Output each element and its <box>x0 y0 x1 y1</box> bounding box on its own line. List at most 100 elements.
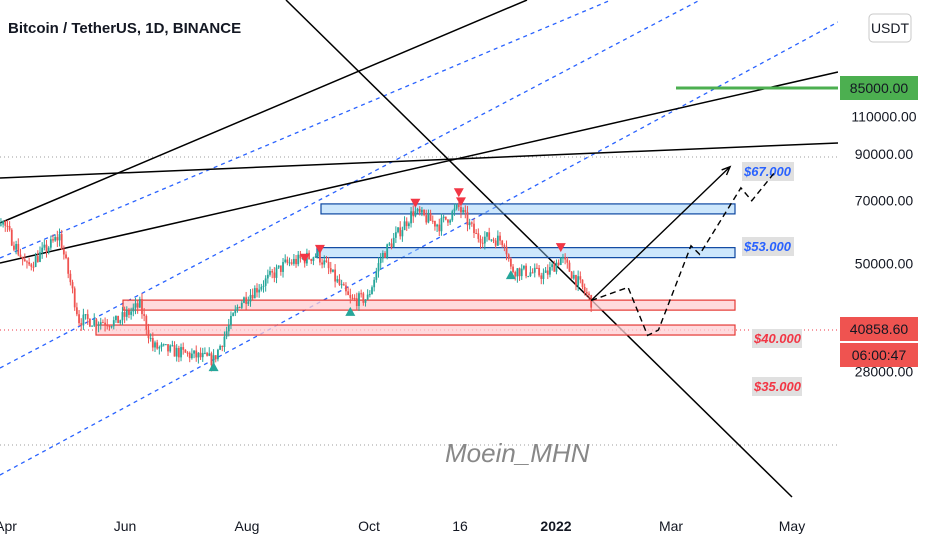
price-label: 06:00:47 <box>852 347 907 363</box>
zone-box <box>122 299 736 311</box>
candle <box>47 246 50 255</box>
zone-box <box>316 247 736 259</box>
zone-label-bg <box>742 162 794 181</box>
candle <box>546 264 549 280</box>
marker-up <box>345 306 356 316</box>
candle <box>8 221 11 232</box>
candle <box>245 291 248 310</box>
candle <box>110 325 113 329</box>
candle <box>206 351 208 357</box>
candle <box>371 285 373 295</box>
candle <box>562 253 564 263</box>
candle <box>399 221 402 240</box>
candle <box>0 218 2 227</box>
candle <box>457 202 460 211</box>
candle <box>332 269 334 273</box>
candle <box>299 250 302 263</box>
candle <box>345 282 347 296</box>
candle <box>130 307 133 320</box>
candle <box>386 243 389 260</box>
price-label-bg <box>840 317 918 341</box>
candle <box>273 267 276 283</box>
candle <box>173 341 176 357</box>
candle <box>279 265 282 276</box>
candle <box>329 261 332 274</box>
candle <box>160 342 163 352</box>
candle <box>78 310 80 326</box>
candle <box>394 226 397 243</box>
price-label-bg <box>840 76 918 100</box>
candle <box>30 262 33 271</box>
candle <box>496 230 499 247</box>
candle <box>151 332 154 352</box>
candle <box>340 279 343 289</box>
candles <box>0 202 593 372</box>
candle <box>323 255 326 268</box>
candle <box>529 266 532 278</box>
candle <box>520 264 523 280</box>
zone-box <box>95 324 736 336</box>
candle <box>108 324 111 331</box>
candle <box>566 256 569 269</box>
candle <box>258 284 261 298</box>
candle <box>499 231 501 245</box>
candle <box>26 260 28 269</box>
candle <box>373 277 376 292</box>
x-tick-label: Apr <box>0 518 17 534</box>
candle <box>219 344 221 351</box>
candle <box>310 258 313 265</box>
marker-up <box>208 362 219 372</box>
candle <box>171 340 174 347</box>
marker-down <box>453 188 464 198</box>
candle <box>269 266 271 277</box>
candle <box>575 274 577 291</box>
candle <box>568 260 571 272</box>
price-label: 40858.60 <box>850 321 909 337</box>
candle <box>516 268 519 283</box>
candle <box>143 307 146 322</box>
candle <box>253 285 256 299</box>
candle <box>523 265 525 271</box>
candle <box>225 326 228 340</box>
candle <box>358 291 360 311</box>
candle <box>440 213 443 236</box>
candle <box>158 345 161 355</box>
candle <box>425 209 428 225</box>
candle <box>342 282 345 286</box>
candle <box>43 239 46 251</box>
candle <box>136 300 139 314</box>
candle <box>442 214 445 223</box>
candle <box>351 294 354 300</box>
candle <box>525 263 527 279</box>
candle <box>540 272 543 285</box>
candle <box>327 257 330 275</box>
trendline-descending <box>285 0 793 498</box>
candle <box>384 251 386 258</box>
candle <box>52 234 54 243</box>
candle <box>277 265 280 270</box>
candle <box>494 237 497 249</box>
currency-button[interactable]: USDT <box>868 13 912 43</box>
candle <box>134 297 137 315</box>
candle <box>431 215 434 224</box>
candle <box>167 344 169 356</box>
candle <box>82 308 85 330</box>
candle <box>412 205 415 223</box>
candle <box>21 256 24 266</box>
y-tick-label: 90000.00 <box>855 146 914 162</box>
candle <box>147 323 150 344</box>
candle <box>238 306 241 309</box>
candle <box>564 253 567 265</box>
candle <box>249 289 252 307</box>
candle <box>501 239 504 248</box>
candle <box>557 259 560 267</box>
candle <box>475 229 478 235</box>
candle <box>479 235 482 249</box>
candle <box>364 299 367 307</box>
candle <box>581 279 584 290</box>
candle <box>117 315 120 324</box>
candle <box>444 216 447 221</box>
channel-middle-line <box>0 0 701 369</box>
candle <box>451 209 454 222</box>
